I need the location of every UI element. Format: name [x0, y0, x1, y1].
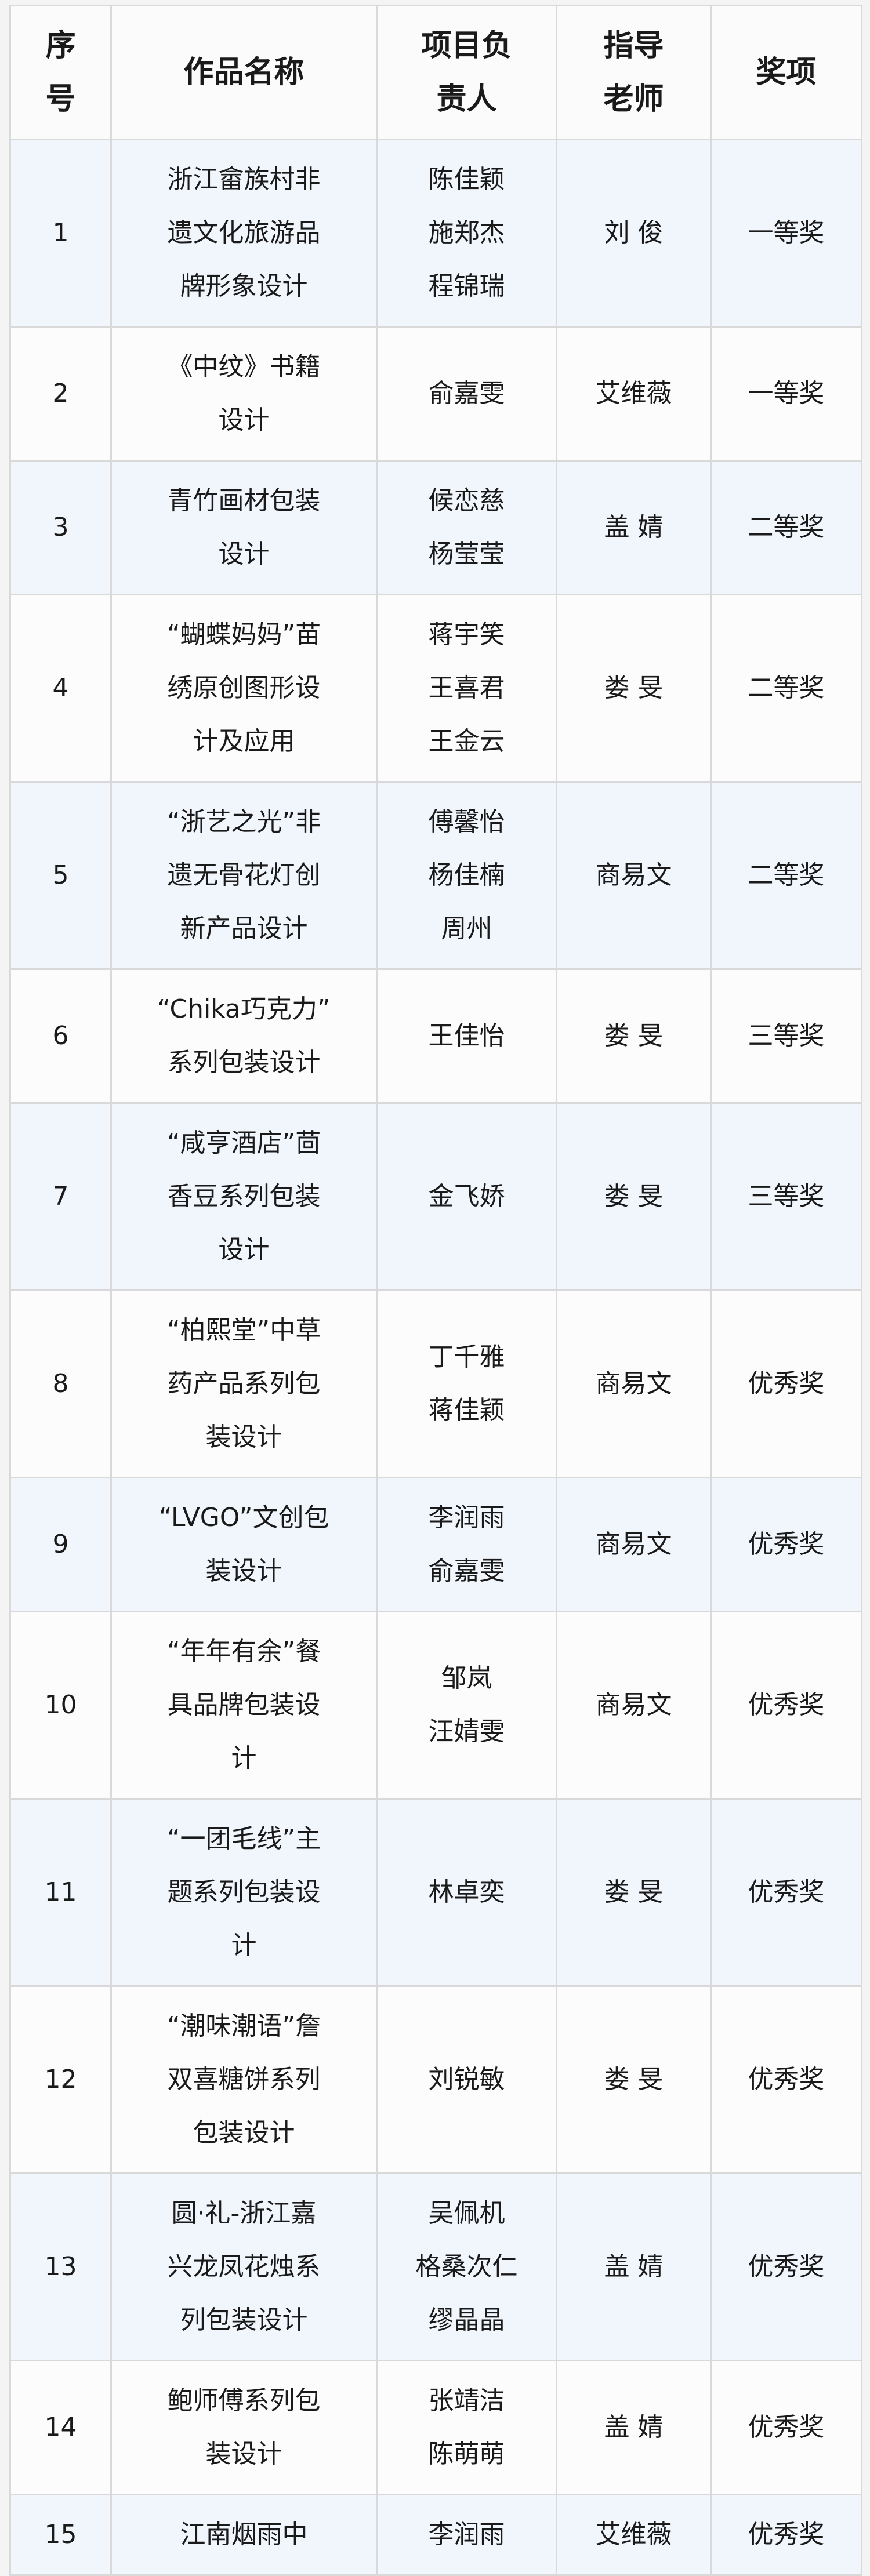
- table-row: 14 鲍师傅系列包 装设计 张靖洁 陈萌萌盖 婧优秀奖: [9, 2360, 862, 2495]
- table-row: 6 “Chika巧克力” 系列包装设计 王佳怡娄 旻三等奖: [9, 968, 862, 1104]
- cell-award: 一等奖: [710, 326, 862, 462]
- cell-advisor: 艾维薇: [556, 326, 712, 462]
- cell-title: “咸亨酒店”茴 香豆系列包装 设计: [110, 1102, 378, 1291]
- cell-title: “Chika巧克力” 系列包装设计: [110, 968, 378, 1104]
- cell-award: 优秀奖: [710, 2360, 862, 2495]
- cell-title: “浙艺之光”非 遗无骨花灯创 新产品设计: [110, 781, 378, 970]
- table-row: 9 “LVGO”文创包 装设计 李润雨 俞嘉雯 商易文 优秀奖: [9, 1477, 862, 1612]
- header-no: 序 号: [9, 5, 112, 140]
- cell-leaders: 吴佩机 格桑次仁 缪晶晶: [376, 2172, 557, 2361]
- cell-title: “潮味潮语”詹 双喜糖饼系列 包装设计: [110, 1985, 378, 2174]
- cell-leaders: 蒋宇笑 王喜君 王金云: [376, 594, 557, 783]
- cell-number: 2: [9, 326, 112, 462]
- cell-award: 三等奖: [710, 968, 862, 1104]
- cell-title: “蝴蝶妈妈”苗 绣原创图形设 计及应用: [110, 594, 378, 783]
- cell-leaders: 李润雨: [376, 2494, 557, 2576]
- cell-advisor: 盖 婧: [556, 2172, 712, 2361]
- cell-advisor: 盖 婧: [556, 460, 712, 595]
- cell-number: 15: [9, 2494, 112, 2576]
- cell-award: 优秀奖: [710, 1611, 862, 1800]
- cell-title: “一团毛线”主 题系列包装设 计: [110, 1798, 378, 1987]
- cell-leaders: 傅馨怡 杨佳楠 周州: [376, 781, 557, 970]
- table-row: 3 青竹画材包装 设计 候恋慈 杨莹莹盖 婧二等奖: [9, 460, 862, 595]
- cell-number: 13: [9, 2172, 112, 2361]
- cell-award: 优秀奖: [710, 2172, 862, 2361]
- cell-leaders: 丁千雅 蒋佳颖: [376, 1289, 557, 1478]
- cell-advisor: 商易文: [556, 1289, 712, 1478]
- cell-award: 优秀奖: [710, 1289, 862, 1478]
- cell-number: 5: [9, 781, 112, 970]
- cell-title: “年年有余”餐 具品牌包装设 计: [110, 1611, 378, 1800]
- cell-advisor: 商易文: [556, 1611, 712, 1800]
- header-title: 作品名称: [110, 5, 378, 140]
- cell-number: 8: [9, 1289, 112, 1478]
- header-award: 奖项: [710, 5, 862, 140]
- cell-award: 优秀奖: [710, 1477, 862, 1612]
- cell-leaders: 张靖洁 陈萌萌: [376, 2360, 557, 2495]
- cell-number: 12: [9, 1985, 112, 2174]
- table-row: 15 江南烟雨中 李润雨 艾维薇 优秀奖: [9, 2494, 862, 2576]
- cell-leaders: 候恋慈 杨莹莹: [376, 460, 557, 595]
- cell-number: 6: [9, 968, 112, 1104]
- cell-leaders: 金飞娇: [376, 1102, 557, 1291]
- cell-title: “柏熙堂”中草 药产品系列包 装设计: [110, 1289, 378, 1478]
- table-row: 13 圆·礼-浙江嘉 兴龙凤花烛系 列包装设计 吴佩机 格桑次仁 缪晶晶盖 婧优秀奖: [9, 2172, 862, 2361]
- cell-award: 优秀奖: [710, 2494, 862, 2576]
- cell-leaders: 邹岚 汪婧雯: [376, 1611, 557, 1800]
- cell-advisor: 娄 旻: [556, 594, 712, 783]
- cell-award: 一等奖: [710, 139, 862, 328]
- award-table: 序 号 作品名称 项目负 责人 指导 老师 奖项 1 浙江畲族村非 遗文化旅游品 …: [9, 5, 862, 2576]
- cell-advisor: 艾维薇: [556, 2494, 712, 2576]
- table-row: 4 “蝴蝶妈妈”苗 绣原创图形设 计及应用 蒋宇笑 王喜君 王金云娄 旻二等奖: [9, 594, 862, 783]
- cell-award: 优秀奖: [710, 1798, 862, 1987]
- cell-advisor: 娄 旻: [556, 1985, 712, 2174]
- cell-advisor: 商易文: [556, 781, 712, 970]
- cell-leaders: 王佳怡: [376, 968, 557, 1104]
- cell-title: 江南烟雨中: [110, 2494, 378, 2576]
- cell-advisor: 商易文: [556, 1477, 712, 1612]
- table-row: 12 “潮味潮语”詹 双喜糖饼系列 包装设计 刘锐敏娄 旻优秀奖: [9, 1985, 862, 2174]
- cell-number: 11: [9, 1798, 112, 1987]
- cell-number: 10: [9, 1611, 112, 1800]
- header-advisor: 指导 老师: [556, 5, 712, 140]
- cell-number: 3: [9, 460, 112, 595]
- cell-title: 浙江畲族村非 遗文化旅游品 牌形象设计: [110, 139, 378, 328]
- cell-award: 二等奖: [710, 781, 862, 970]
- cell-number: 1: [9, 139, 112, 328]
- cell-award: 三等奖: [710, 1102, 862, 1291]
- table-row: 10 “年年有余”餐 具品牌包装设 计邹岚 汪婧雯 商易文 优秀奖: [9, 1611, 862, 1800]
- cell-number: 4: [9, 594, 112, 783]
- header-leaders: 项目负 责人: [376, 5, 557, 140]
- cell-award: 二等奖: [710, 594, 862, 783]
- cell-award: 二等奖: [710, 460, 862, 595]
- cell-number: 7: [9, 1102, 112, 1291]
- award-table-container: 序 号 作品名称 项目负 责人 指导 老师 奖项 1 浙江畲族村非 遗文化旅游品 …: [9, 5, 862, 2576]
- table-row: 5 “浙艺之光”非 遗无骨花灯创 新产品设计 傅馨怡 杨佳楠 周州 商易文 二等奖: [9, 781, 862, 970]
- cell-number: 9: [9, 1477, 112, 1612]
- cell-title: 青竹画材包装 设计: [110, 460, 378, 595]
- cell-title: 《中纹》书籍 设计: [110, 326, 378, 462]
- cell-leaders: 陈佳颖 施郑杰 程锦瑞: [376, 139, 557, 328]
- cell-advisor: 娄 旻: [556, 968, 712, 1104]
- cell-leaders: 李润雨 俞嘉雯: [376, 1477, 557, 1612]
- cell-leaders: 俞嘉雯: [376, 326, 557, 462]
- header-row: 序 号 作品名称 项目负 责人 指导 老师 奖项: [9, 5, 862, 140]
- cell-number: 14: [9, 2360, 112, 2495]
- cell-advisor: 盖 婧: [556, 2360, 712, 2495]
- table-row: 11 “一团毛线”主 题系列包装设 计林卓奕娄 旻优秀奖: [9, 1798, 862, 1987]
- cell-title: 鲍师傅系列包 装设计: [110, 2360, 378, 2495]
- table-row: 7 “咸亨酒店”茴 香豆系列包装 设计 金飞娇娄 旻三等奖: [9, 1102, 862, 1291]
- cell-leaders: 林卓奕: [376, 1798, 557, 1987]
- cell-title: 圆·礼-浙江嘉 兴龙凤花烛系 列包装设计: [110, 2172, 378, 2361]
- cell-award: 优秀奖: [710, 1985, 862, 2174]
- cell-advisor: 刘 俊: [556, 139, 712, 328]
- cell-advisor: 娄 旻: [556, 1102, 712, 1291]
- cell-advisor: 娄 旻: [556, 1798, 712, 1987]
- table-row: 1 浙江畲族村非 遗文化旅游品 牌形象设计 陈佳颖 施郑杰 程锦瑞刘 俊一等奖: [9, 139, 862, 328]
- cell-leaders: 刘锐敏: [376, 1985, 557, 2174]
- table-row: 8 “柏熙堂”中草 药产品系列包 装设计 丁千雅 蒋佳颖 商易文 优秀奖: [9, 1289, 862, 1478]
- table-body: 1 浙江畲族村非 遗文化旅游品 牌形象设计 陈佳颖 施郑杰 程锦瑞刘 俊一等奖 2 《中…: [9, 139, 862, 2576]
- table-row: 2 《中纹》书籍 设计 俞嘉雯 艾维薇 一等奖: [9, 326, 862, 462]
- cell-title: “LVGO”文创包 装设计: [110, 1477, 378, 1612]
